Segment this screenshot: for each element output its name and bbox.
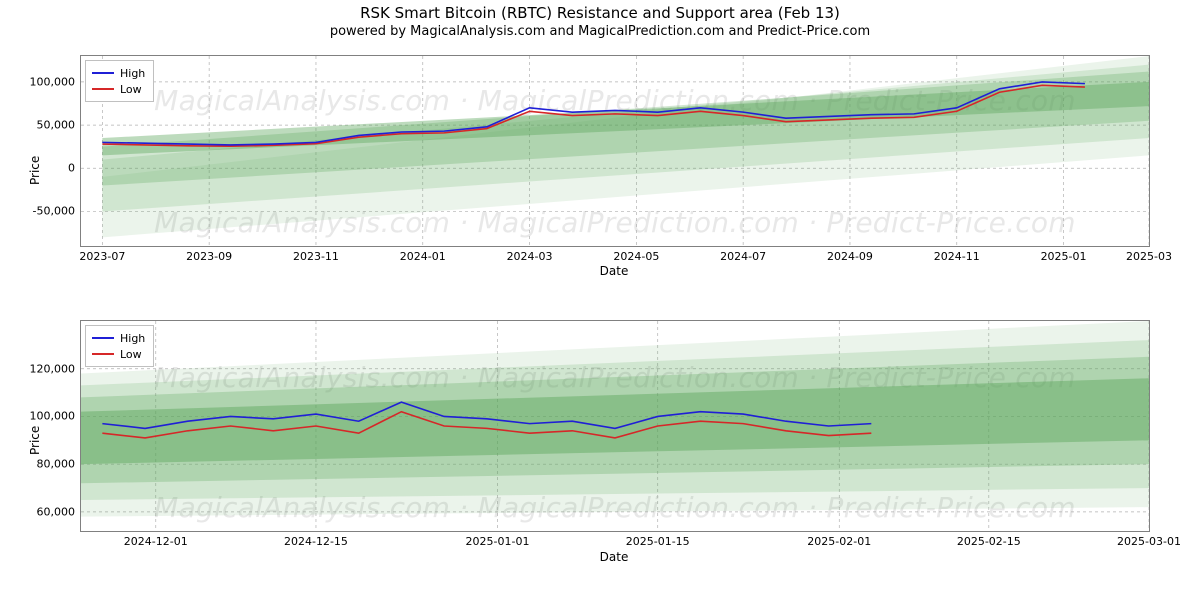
y-axis-label: Price: [28, 156, 42, 185]
x-tick: 2024-03: [507, 246, 553, 263]
legend-label: High: [120, 67, 145, 80]
legend-item-high: High: [92, 330, 145, 346]
x-tick: 2024-05: [613, 246, 659, 263]
y-tick: 100,000: [30, 75, 82, 88]
chart-title: RSK Smart Bitcoin (RBTC) Resistance and …: [0, 0, 1200, 22]
chart-subtitle: powered by MagicalAnalysis.com and Magic…: [0, 22, 1200, 43]
y-tick: 50,000: [37, 119, 82, 132]
legend-label: High: [120, 332, 145, 345]
top-chart: MagicalAnalysis.com · MagicalPrediction.…: [80, 55, 1150, 247]
legend-label: Low: [120, 348, 142, 361]
x-tick: 2025-01: [1041, 246, 1087, 263]
y-tick: 60,000: [37, 505, 82, 518]
x-tick: 2025-03: [1126, 246, 1172, 263]
legend-swatch-low: [92, 353, 114, 355]
x-tick: 2024-12-15: [284, 531, 348, 548]
legend-swatch-high: [92, 72, 114, 74]
x-tick: 2024-01: [400, 246, 446, 263]
x-tick: 2025-02-15: [957, 531, 1021, 548]
x-tick: 2024-09: [827, 246, 873, 263]
legend-swatch-low: [92, 88, 114, 90]
x-axis-label: Date: [80, 264, 1148, 278]
x-tick: 2025-02-01: [807, 531, 871, 548]
x-axis-label: Date: [80, 550, 1148, 564]
legend: High Low: [85, 60, 154, 102]
x-tick: 2024-11: [934, 246, 980, 263]
x-tick: 2023-11: [293, 246, 339, 263]
legend-swatch-high: [92, 337, 114, 339]
legend-label: Low: [120, 83, 142, 96]
y-tick: 120,000: [30, 362, 82, 375]
legend-item-high: High: [92, 65, 145, 81]
y-axis-label: Price: [28, 426, 42, 455]
x-tick: 2025-01-15: [626, 531, 690, 548]
figure: { "title": "RSK Smart Bitcoin (RBTC) Res…: [0, 0, 1200, 600]
top-chart-svg: [81, 56, 1149, 246]
y-tick: 0: [68, 162, 81, 175]
x-tick: 2025-03-01: [1117, 531, 1181, 548]
x-tick: 2023-09: [186, 246, 232, 263]
x-tick: 2025-01-01: [466, 531, 530, 548]
y-tick: 80,000: [37, 458, 82, 471]
x-tick: 2024-12-01: [124, 531, 188, 548]
bottom-chart: MagicalAnalysis.com · MagicalPrediction.…: [80, 320, 1150, 532]
bottom-chart-svg: [81, 321, 1149, 531]
y-tick: -50,000: [33, 205, 81, 218]
y-tick: 100,000: [30, 410, 82, 423]
legend: High Low: [85, 325, 154, 367]
x-tick: 2024-07: [720, 246, 766, 263]
legend-item-low: Low: [92, 346, 145, 362]
legend-item-low: Low: [92, 81, 145, 97]
x-tick: 2023-07: [79, 246, 125, 263]
